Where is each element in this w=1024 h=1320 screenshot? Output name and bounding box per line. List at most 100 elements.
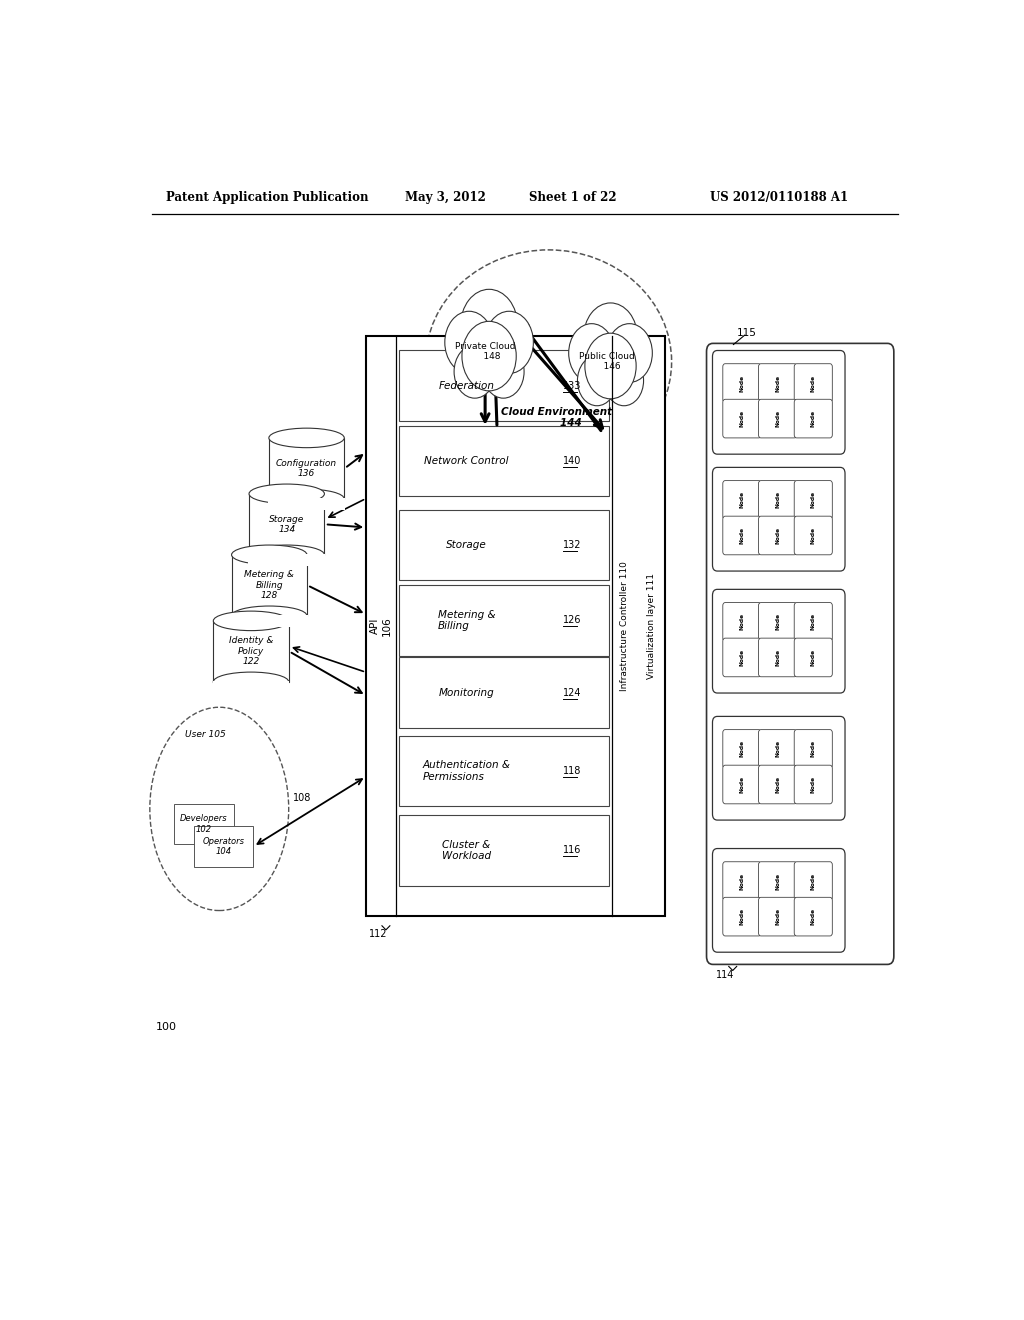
FancyBboxPatch shape [213,681,290,693]
FancyBboxPatch shape [713,467,845,572]
Text: 116: 116 [563,845,582,855]
Text: 140: 140 [563,455,582,466]
Text: May 3, 2012: May 3, 2012 [406,190,485,203]
Text: Node: Node [739,375,744,392]
FancyBboxPatch shape [269,438,344,499]
Text: 108: 108 [293,792,311,803]
Text: Cluster &
Workload: Cluster & Workload [442,840,492,861]
Text: Monitoring: Monitoring [438,688,495,698]
FancyBboxPatch shape [759,638,797,677]
FancyBboxPatch shape [795,730,833,768]
Text: Metering &
Billing: Metering & Billing [437,610,496,631]
FancyBboxPatch shape [399,814,609,886]
Ellipse shape [213,672,289,692]
FancyBboxPatch shape [795,399,833,438]
FancyBboxPatch shape [713,589,845,693]
FancyBboxPatch shape [723,516,761,554]
FancyBboxPatch shape [399,585,609,656]
Circle shape [568,323,614,383]
FancyBboxPatch shape [723,862,761,900]
Text: Authentication &
Permissions: Authentication & Permissions [423,760,510,781]
Text: Node: Node [739,908,744,925]
Text: Node: Node [775,375,780,392]
Text: Node: Node [775,614,780,631]
Text: 100: 100 [156,1023,176,1032]
FancyBboxPatch shape [268,498,345,510]
Text: Node: Node [811,649,816,667]
FancyBboxPatch shape [759,766,797,804]
Text: Node: Node [739,491,744,508]
Text: Cloud Environment
        144: Cloud Environment 144 [501,407,612,429]
Text: Node: Node [775,908,780,925]
Text: 114: 114 [716,970,734,979]
Circle shape [482,345,524,399]
Text: Network Control: Network Control [424,455,509,466]
Text: US 2012/0110188 A1: US 2012/0110188 A1 [710,190,848,203]
Text: Infrastructure Controller 110: Infrastructure Controller 110 [621,561,630,690]
FancyBboxPatch shape [399,350,609,421]
FancyBboxPatch shape [795,602,833,642]
Ellipse shape [213,611,289,631]
FancyBboxPatch shape [399,425,609,496]
Text: 115: 115 [737,329,757,338]
Text: User 105: User 105 [184,730,225,739]
Text: Node: Node [811,411,816,428]
FancyBboxPatch shape [759,602,797,642]
Text: Node: Node [739,776,744,793]
Text: Private Cloud
     148: Private Cloud 148 [455,342,515,362]
Text: Public Cloud
    146: Public Cloud 146 [579,352,635,371]
FancyBboxPatch shape [713,351,845,454]
Text: Node: Node [811,491,816,508]
Text: Node: Node [739,741,744,758]
Ellipse shape [150,708,289,911]
Text: 118: 118 [563,766,582,776]
Text: Node: Node [811,776,816,793]
Circle shape [578,355,616,405]
Text: Node: Node [739,411,744,428]
Text: Storage: Storage [446,540,486,550]
FancyBboxPatch shape [759,898,797,936]
Text: Node: Node [775,527,780,544]
FancyBboxPatch shape [795,862,833,900]
FancyBboxPatch shape [399,657,609,729]
FancyBboxPatch shape [399,510,609,581]
Text: Configuration
136: Configuration 136 [276,459,337,478]
FancyBboxPatch shape [759,730,797,768]
Text: Node: Node [811,527,816,544]
Text: Node: Node [811,375,816,392]
Text: Node: Node [739,527,744,544]
FancyBboxPatch shape [759,862,797,900]
Text: 126: 126 [563,615,582,626]
Text: 124: 124 [563,688,582,698]
Text: Sheet 1 of 22: Sheet 1 of 22 [528,190,616,203]
Text: Operators
104: Operators 104 [203,837,245,857]
Ellipse shape [426,249,672,474]
Ellipse shape [231,606,307,626]
Text: Metering &
Billing
128: Metering & Billing 128 [245,570,294,601]
Circle shape [585,333,636,399]
Ellipse shape [249,545,325,565]
Circle shape [454,345,496,399]
FancyBboxPatch shape [723,364,761,403]
Circle shape [604,355,643,405]
FancyBboxPatch shape [723,730,761,768]
Text: Node: Node [775,491,780,508]
Text: Federation: Federation [438,380,495,391]
Text: Node: Node [811,741,816,758]
Text: 132: 132 [563,540,582,550]
Circle shape [462,321,516,391]
Text: Node: Node [775,411,780,428]
FancyBboxPatch shape [248,554,326,565]
FancyBboxPatch shape [795,516,833,554]
Text: Identity &
Policy
122: Identity & Policy 122 [228,636,273,667]
Circle shape [461,289,518,363]
FancyBboxPatch shape [723,480,761,519]
Circle shape [584,302,638,372]
FancyBboxPatch shape [213,620,289,682]
Text: API
106: API 106 [371,616,392,636]
FancyBboxPatch shape [174,804,233,845]
Text: Developers
102: Developers 102 [180,814,227,834]
FancyBboxPatch shape [723,898,761,936]
Ellipse shape [269,428,344,447]
Circle shape [606,323,652,383]
